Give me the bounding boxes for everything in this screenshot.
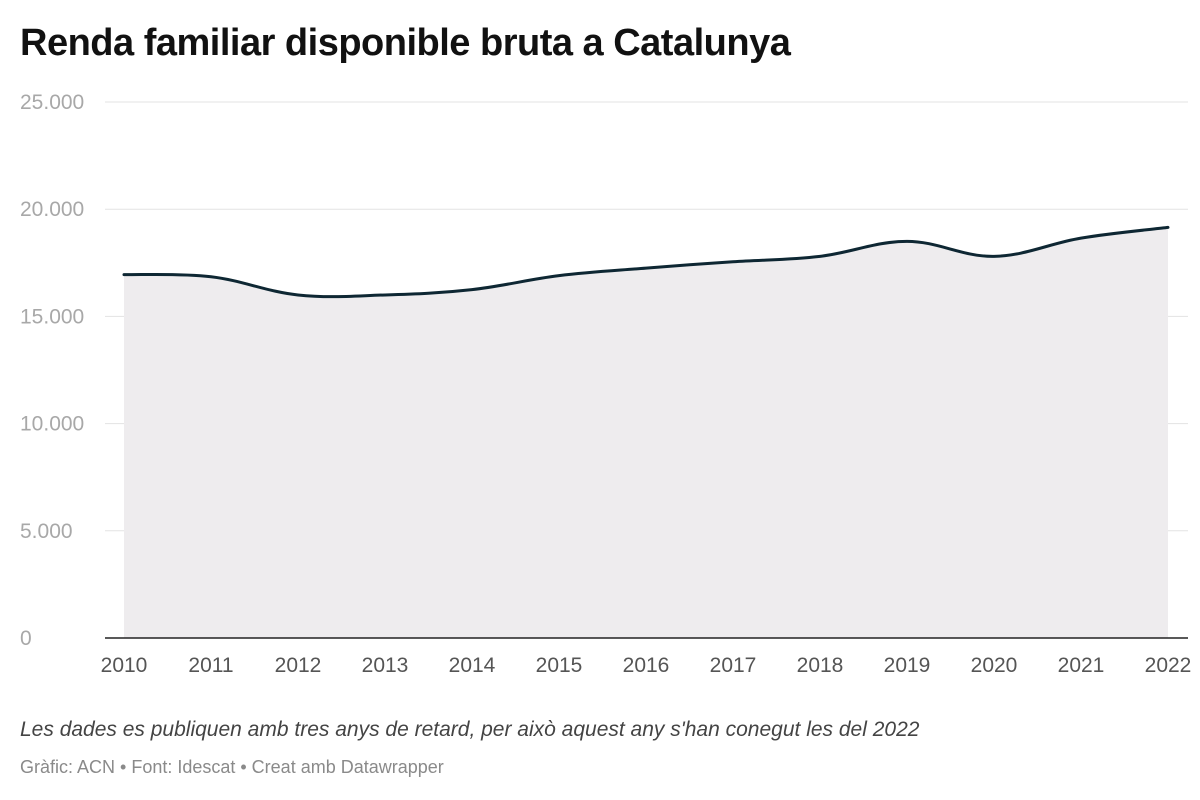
line-layer [122,225,1170,299]
y-tick-label: 0 [20,627,32,650]
y-tick-label: 5.000 [20,520,73,543]
chart-note: Les dades es publiquen amb tres anys de … [20,718,920,741]
x-tick-label: 2019 [884,654,931,677]
axis-layer: 0 5.000 10.000 15.000 20.000 25.000 2010 2011 20… [20,91,1191,677]
series-area [124,227,1168,638]
x-tick-label: 2015 [536,654,583,677]
area-layer [124,227,1168,638]
chart-title: Renda familiar disponible bruta a Catalu… [20,22,791,64]
x-tick-label: 2020 [971,654,1018,677]
x-tick-label: 2014 [449,654,496,677]
x-tick-label: 2011 [188,654,233,677]
x-tick-label: 2022 [1145,654,1192,677]
chart-source: Gràfic: ACN • Font: Idescat • Creat amb … [20,757,444,777]
y-tick-label: 20.000 [20,198,84,221]
y-tick-label: 25.000 [20,91,84,114]
x-tick-label: 2013 [362,654,409,677]
series-line [122,225,1170,299]
y-tick-label: 10.000 [20,413,84,436]
y-tick-label: 15.000 [20,305,84,328]
x-tick-label: 2016 [623,654,670,677]
x-tick-label: 2021 [1058,654,1105,677]
x-tick-label: 2018 [797,654,844,677]
x-tick-label: 2017 [710,654,757,677]
x-tick-label: 2012 [275,654,322,677]
x-tick-label: 2010 [101,654,148,677]
